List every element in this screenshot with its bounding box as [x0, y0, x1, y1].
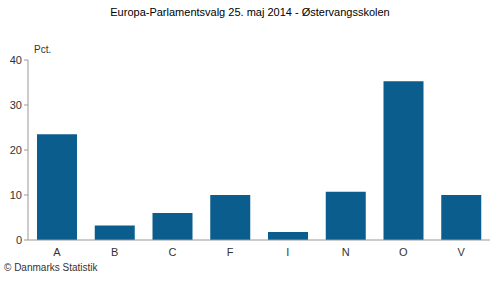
svg-text:0: 0: [16, 234, 22, 246]
svg-text:B: B: [111, 246, 118, 258]
svg-text:20: 20: [10, 144, 22, 156]
svg-text:F: F: [227, 246, 234, 258]
svg-text:A: A: [53, 246, 61, 258]
svg-text:O: O: [399, 246, 408, 258]
svg-text:I: I: [286, 246, 289, 258]
svg-text:40: 40: [10, 54, 22, 66]
html-text:Pct.: Pct.: [34, 44, 52, 55]
svg-text:C: C: [168, 246, 176, 258]
svg-text:30: 30: [10, 99, 22, 111]
svg-text:N: N: [342, 246, 350, 258]
html-text:Europa-Parlamentsvalg 25. maj: Europa-Parlamentsvalg 25. maj 2014 - Øst…: [110, 6, 390, 18]
svg-text:V: V: [457, 246, 465, 258]
html-text:© Danmarks Statistik: © Danmarks Statistik: [4, 262, 98, 273]
svg-text:10: 10: [10, 189, 22, 201]
